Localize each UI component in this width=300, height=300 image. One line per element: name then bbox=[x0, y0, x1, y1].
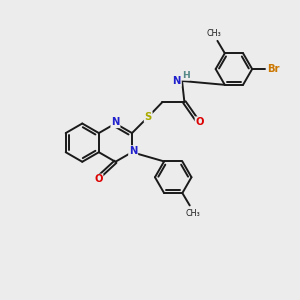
Text: CH₃: CH₃ bbox=[185, 209, 200, 218]
Text: O: O bbox=[196, 117, 204, 127]
Text: O: O bbox=[94, 174, 103, 184]
Text: H: H bbox=[182, 71, 190, 80]
Text: N: N bbox=[111, 117, 120, 127]
Text: CH₃: CH₃ bbox=[206, 29, 221, 38]
Text: Br: Br bbox=[267, 64, 280, 74]
Text: N: N bbox=[172, 76, 181, 86]
Text: S: S bbox=[145, 112, 152, 122]
Text: N: N bbox=[129, 146, 137, 156]
